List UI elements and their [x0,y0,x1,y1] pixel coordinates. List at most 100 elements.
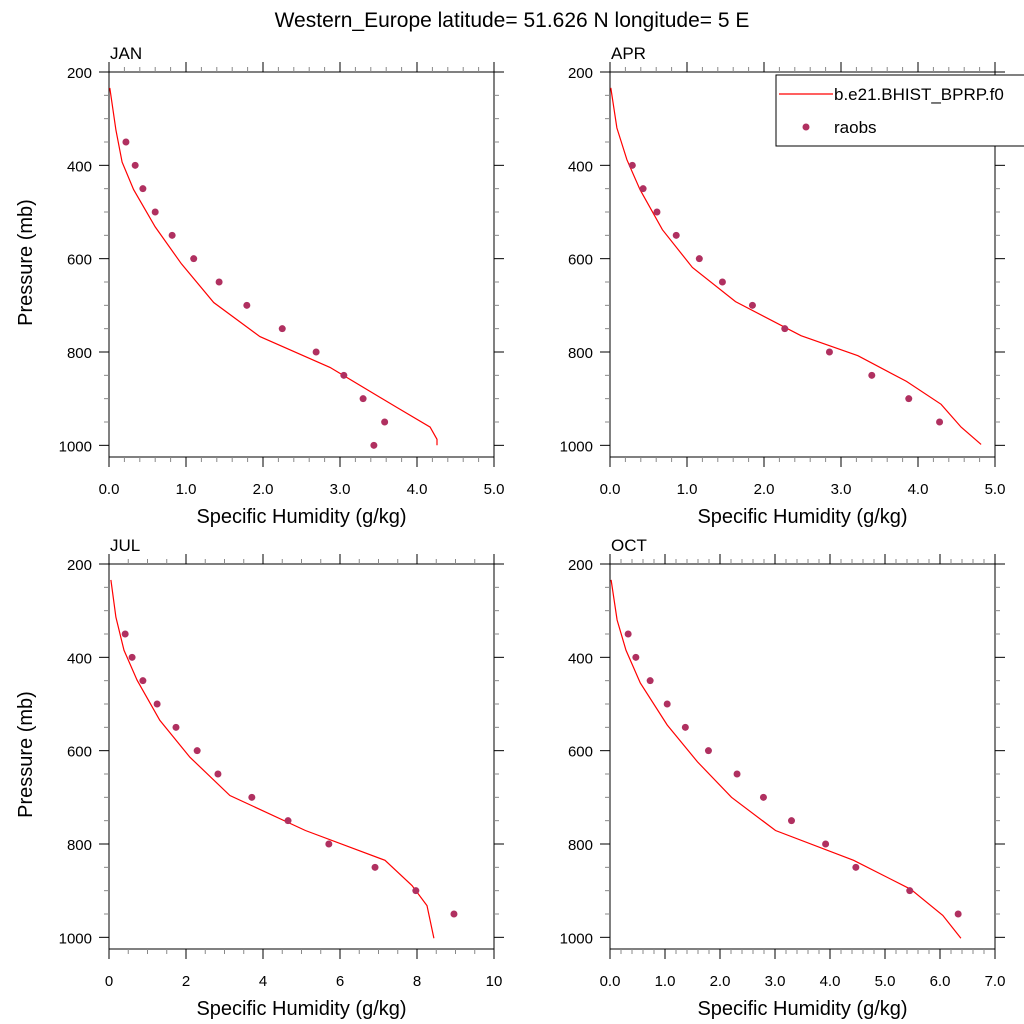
x-tick-label: 4.0 [908,481,929,498]
raobs-point [759,793,767,801]
raobs-point [122,138,130,146]
x-tick-label: 1.0 [176,481,197,498]
x-tick-label: 5.0 [985,481,1006,498]
y-tick-label: 200 [568,65,593,82]
y-axis-label: Pressure (mb) [15,691,37,818]
y-tick-label: 400 [67,650,92,667]
raobs-point [340,371,348,379]
raobs-point [139,185,147,193]
raobs-point [653,208,661,216]
raobs-point [748,301,756,309]
raobs-point [822,840,830,848]
x-tick-label: 0.0 [600,481,621,498]
raobs-point [646,677,654,685]
raobs-point [733,770,741,778]
x-axis-label: Specific Humidity (g/kg) [196,998,406,1020]
y-tick-label: 1000 [59,930,92,947]
raobs-point [936,418,944,426]
plot-frame [609,563,996,950]
raobs-point [248,793,256,801]
panel-label: OCT [611,536,647,555]
legend-label-obs: raobs [834,118,877,137]
y-tick-label: 400 [568,650,593,667]
raobs-point [672,231,680,239]
y-tick-label: 800 [568,345,593,362]
y-tick-label: 800 [67,837,92,854]
panel-jan: 0.0 1.0 2.0 3.0 4.0 5.0 200 400 600 800 1000 JAN Spe… [15,44,504,528]
y-tick-label: 1000 [59,438,92,455]
y-tick-label: 1000 [560,438,593,455]
x-tick-label: 2.0 [754,481,775,498]
raobs-point [370,441,378,449]
raobs-point [325,840,333,848]
x-tick-label: 4 [259,973,267,990]
raobs-point [193,747,201,755]
raobs-point [168,231,176,239]
raobs-point [278,325,286,333]
raobs-point [852,863,860,871]
raobs-point [681,723,689,731]
raobs-point [139,677,147,685]
x-tick-label: 5.0 [875,973,896,990]
raobs-point [172,723,180,731]
legend-label-model: b.e21.BHIST_BPRP.f0 [834,85,1004,104]
panel-oct: 0.0 1.0 2.0 3.0 4.0 5.0 6.0 7.0 200 400 600 800 1000… [560,536,1006,1020]
x-tick-label: 6 [336,973,344,990]
raobs-point [214,770,222,778]
y-tick-label: 600 [568,744,593,761]
legend-box [775,74,1024,147]
plot-frame [609,71,996,458]
x-tick-label: 10 [486,973,503,990]
x-tick-label: 1.0 [655,973,676,990]
y-axis-label: Pressure (mb) [15,199,37,326]
model-series-line [110,579,435,939]
y-tick-label: 600 [67,744,92,761]
y-tick-label: 600 [568,252,593,269]
raobs-point [215,278,223,286]
x-tick-label: 3.0 [330,481,351,498]
y-tick-label: 200 [67,557,92,574]
x-tick-label: 2.0 [710,973,731,990]
x-tick-label: 8 [413,973,421,990]
y-tick-label: 1000 [560,930,593,947]
raobs-point [359,395,367,403]
raobs-point [153,700,161,708]
model-series-line [610,87,982,445]
raobs-point [121,630,129,638]
raobs-point [825,348,833,356]
raobs-point [695,255,703,263]
panel-jul: 0 2 4 6 8 10 200 400 600 800 1000 JUL Specific Humid… [15,536,504,1020]
model-series-line [109,87,438,446]
y-tick-label: 400 [568,158,593,175]
raobs-point [628,161,636,169]
x-axis-label: Specific Humidity (g/kg) [196,506,406,528]
plot-frame [108,563,495,950]
x-tick-label: 3.0 [765,973,786,990]
y-tick-label: 800 [67,345,92,362]
x-axis-label: Specific Humidity (g/kg) [697,998,907,1020]
x-tick-label: 7.0 [985,973,1006,990]
raobs-point [450,910,458,918]
raobs-point [131,161,139,169]
raobs-point [243,301,251,309]
panel-label: JAN [110,44,142,63]
y-tick-label: 200 [67,65,92,82]
raobs-point [312,348,320,356]
raobs-point [663,700,671,708]
raobs-point [954,910,962,918]
x-tick-label: 6.0 [930,973,951,990]
raobs-point [905,395,913,403]
y-tick-label: 600 [67,252,92,269]
panel-apr: 0.0 1.0 2.0 3.0 4.0 5.0 200 400 600 800 1000 APR Spe… [560,44,1006,528]
raobs-point [781,325,789,333]
x-axis-label: Specific Humidity (g/kg) [697,506,907,528]
raobs-point [371,863,379,871]
raobs-point [906,887,914,895]
raobs-point [632,653,640,661]
x-tick-label: 0 [105,973,113,990]
raobs-point [639,185,647,193]
raobs-point [704,747,712,755]
raobs-point [868,371,876,379]
x-tick-label: 0.0 [600,973,621,990]
